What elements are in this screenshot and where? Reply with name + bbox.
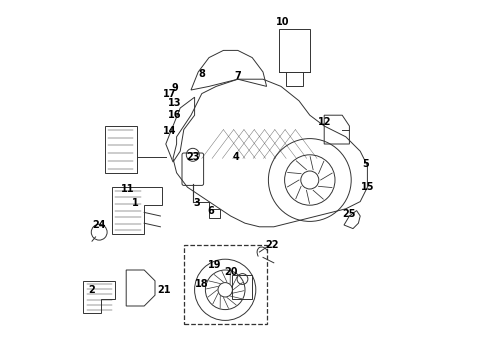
Bar xyxy=(232,275,252,299)
Text: 14: 14 xyxy=(163,126,176,136)
Text: 25: 25 xyxy=(343,209,356,219)
Text: 6: 6 xyxy=(207,206,214,216)
Text: 13: 13 xyxy=(168,98,182,108)
Bar xyxy=(286,72,303,86)
Text: 10: 10 xyxy=(276,17,290,27)
Text: 1: 1 xyxy=(132,198,139,208)
Text: 12: 12 xyxy=(318,117,331,127)
Bar xyxy=(209,209,220,218)
Text: 18: 18 xyxy=(195,279,209,289)
Text: 16: 16 xyxy=(168,110,182,120)
Text: 21: 21 xyxy=(157,285,171,295)
Text: 4: 4 xyxy=(233,152,240,162)
Bar xyxy=(279,29,310,72)
Text: 2: 2 xyxy=(89,285,96,295)
Text: 8: 8 xyxy=(198,69,205,79)
Text: 7: 7 xyxy=(234,71,241,81)
Text: 20: 20 xyxy=(224,267,237,277)
Text: 19: 19 xyxy=(208,260,221,270)
Text: 3: 3 xyxy=(193,198,200,208)
Text: 9: 9 xyxy=(172,83,178,93)
Text: 23: 23 xyxy=(186,152,199,162)
Bar xyxy=(104,126,137,173)
Text: 22: 22 xyxy=(265,240,279,250)
Text: 24: 24 xyxy=(93,220,106,230)
Bar xyxy=(184,245,267,324)
Text: 17: 17 xyxy=(163,89,176,99)
Text: 15: 15 xyxy=(361,182,374,192)
Text: 5: 5 xyxy=(362,159,369,169)
Text: 11: 11 xyxy=(121,184,135,194)
